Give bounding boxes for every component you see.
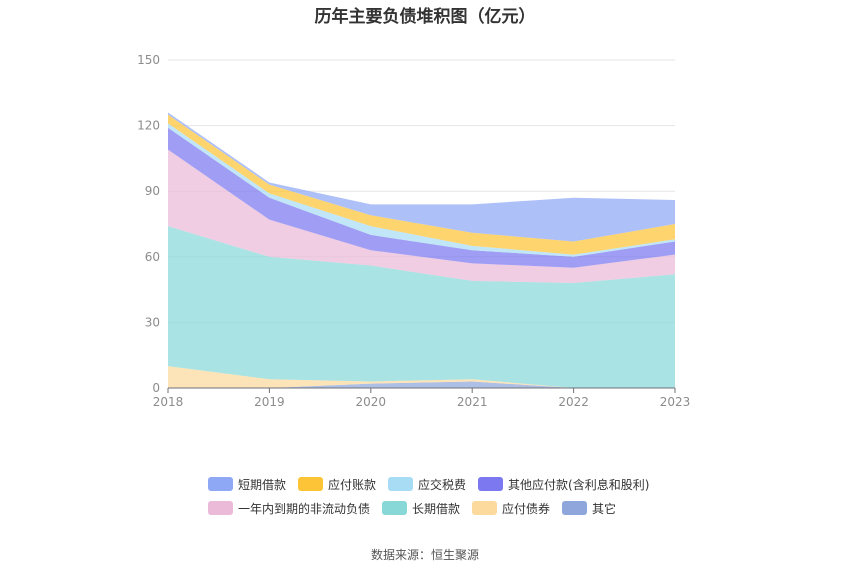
y-tick-label: 60 [145, 250, 160, 264]
legend-swatch [562, 501, 588, 515]
data-source-note: 数据来源：恒生聚源 [370, 548, 479, 562]
chart-legend: 短期借款 应付账款 应交税费 其他应付款(含利息和股利) 一年内到期的非流动负债 长期借… [208, 472, 678, 520]
legend-item[interactable]: 一年内到期的非流动负债 [208, 500, 370, 517]
legend-label: 一年内到期的非流动负债 [238, 501, 371, 516]
legend-label: 应付账款 [328, 477, 377, 492]
legend-swatch [478, 477, 504, 491]
x-tick-label: 2020 [356, 395, 387, 409]
legend-item[interactable]: 短期借款 [208, 476, 286, 493]
area-series-1 [168, 114, 675, 255]
y-tick-label: 90 [145, 184, 160, 198]
legend-item[interactable]: 应付债券 [472, 500, 550, 517]
legend-label: 应交税费 [418, 477, 467, 492]
legend-swatch [298, 477, 324, 491]
legend-swatch [472, 501, 498, 515]
x-tick-label: 2019 [254, 395, 285, 409]
legend-label: 短期借款 [238, 477, 287, 492]
x-tick-label: 2018 [153, 395, 184, 409]
area-series-5 [168, 226, 675, 388]
y-tick-label: 120 [137, 119, 160, 133]
legend-label: 其它 [592, 501, 617, 516]
y-tick-label: 30 [145, 315, 160, 329]
y-tick-label: 150 [137, 53, 160, 67]
legend-label: 应付债券 [502, 501, 551, 516]
area-series-4 [168, 149, 675, 284]
x-tick-label: 2021 [457, 395, 488, 409]
legend-swatch [388, 477, 414, 491]
legend-item[interactable]: 其它 [562, 500, 616, 517]
x-tick-label: 2022 [558, 395, 589, 409]
legend-label: 其他应付款(含利息和股利) [508, 477, 650, 492]
area-series-0 [168, 112, 675, 242]
legend-label: 长期借款 [412, 501, 461, 516]
legend-swatch [208, 477, 233, 491]
legend-swatch [208, 501, 233, 515]
area-series-6 [168, 366, 675, 388]
area-series-3 [168, 127, 675, 268]
y-tick-label: 0 [152, 381, 160, 395]
area-series-7 [168, 381, 675, 388]
x-tick-label: 2023 [660, 395, 691, 409]
legend-item[interactable]: 其他应付款(含利息和股利) [478, 476, 649, 493]
legend-swatch [382, 501, 408, 515]
legend-item[interactable]: 长期借款 [382, 500, 460, 517]
chart-title: 历年主要负债堆积图（亿元） [314, 7, 536, 27]
legend-item[interactable]: 应付账款 [298, 476, 376, 493]
legend-item[interactable]: 应交税费 [388, 476, 466, 493]
